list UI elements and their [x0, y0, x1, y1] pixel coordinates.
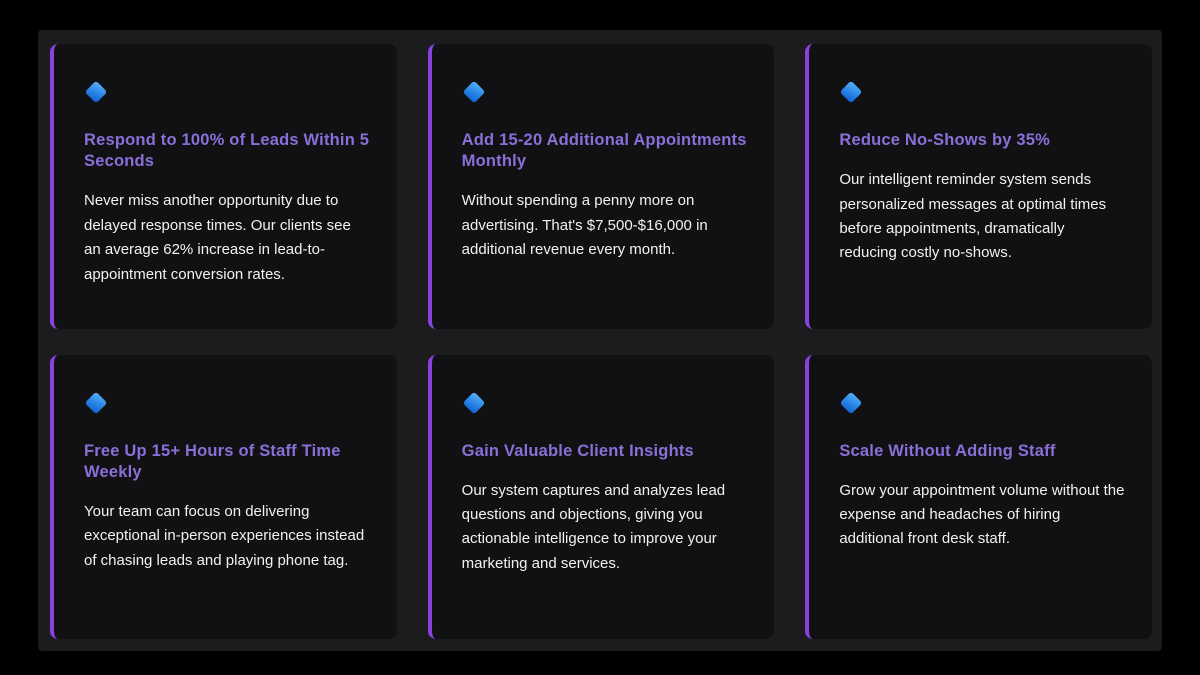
- benefit-card-reduce-no-shows: Reduce No-Shows by 35% Our intelligent r…: [805, 44, 1152, 329]
- card-body: Without spending a penny more on adverti…: [461, 192, 708, 259]
- card-title: Gain Valuable Client Insights: [461, 441, 694, 460]
- card-body: Grow your appointment volume without the…: [839, 481, 1125, 548]
- card-title: Add 15-20 Additional Appointments Monthl…: [461, 131, 747, 171]
- benefits-grid: Respond to 100% of Leads Within 5 Second…: [50, 44, 1152, 639]
- card-title: Scale Without Adding Staff: [839, 441, 1056, 460]
- diamond-icon: [839, 391, 863, 419]
- benefit-card-respond-to-leads: Respond to 100% of Leads Within 5 Second…: [50, 44, 397, 329]
- benefit-card-scale-without-staff: Scale Without Adding Staff Grow your app…: [805, 354, 1152, 639]
- card-body: Our system captures and analyzes lead qu…: [461, 481, 726, 572]
- diamond-icon: [462, 80, 486, 108]
- diamond-icon: [839, 80, 863, 108]
- benefit-card-additional-appointments: Add 15-20 Additional Appointments Monthl…: [427, 44, 775, 329]
- card-title: Reduce No-Shows by 35%: [839, 131, 1051, 149]
- diamond-icon: [84, 80, 108, 108]
- card-body: Never miss another opportunity due to de…: [84, 192, 351, 283]
- benefit-card-client-insights: Gain Valuable Client Insights Our system…: [427, 354, 775, 639]
- benefits-section: Respond to 100% of Leads Within 5 Second…: [38, 30, 1162, 651]
- card-body: Our intelligent reminder system sends pe…: [839, 171, 1107, 262]
- benefit-card-free-up-staff-time: Free Up 15+ Hours of Staff Time Weekly Y…: [50, 354, 397, 639]
- card-title: Free Up 15+ Hours of Staff Time Weekly: [84, 441, 341, 481]
- diamond-icon: [462, 391, 486, 419]
- card-title: Respond to 100% of Leads Within 5 Second…: [84, 131, 370, 171]
- card-body: Your team can focus on delivering except…: [84, 502, 365, 569]
- diamond-icon: [84, 391, 108, 419]
